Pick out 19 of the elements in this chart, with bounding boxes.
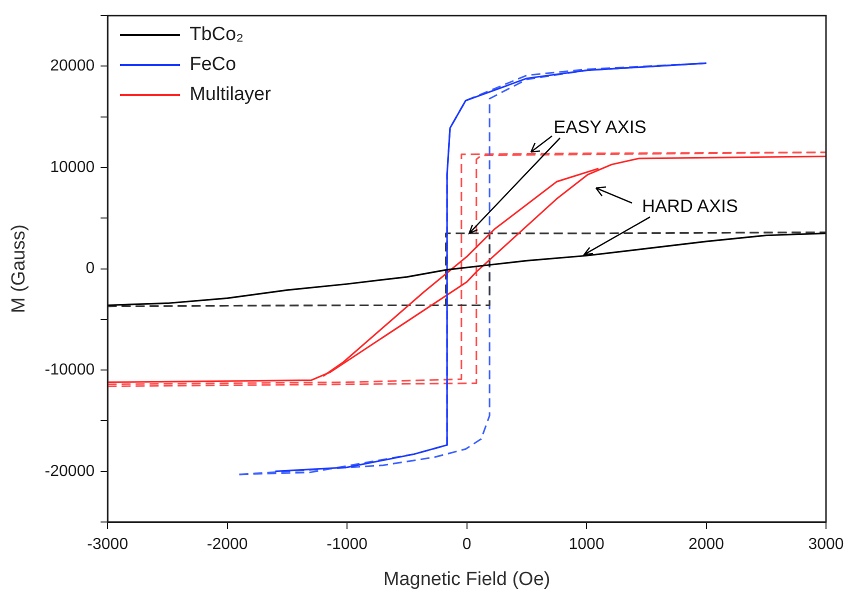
legend-label: Multilayer [190, 84, 271, 106]
y-axis-title: M (Gauss) [8, 224, 30, 314]
y-tick-label: 0 [86, 260, 95, 278]
x-tick-label: -3000 [87, 536, 128, 554]
legend-label: FeCo [190, 54, 236, 76]
x-tick-label: 0 [462, 536, 472, 554]
x-tick-label: -2000 [206, 536, 248, 554]
x-tick-label: 2000 [688, 536, 724, 554]
legend-label: TbCo₂ [190, 24, 244, 46]
y-tick-label: -20000 [44, 462, 95, 480]
y-tick-label: 10000 [50, 158, 95, 176]
x-tick-label: 3000 [808, 536, 844, 554]
y-tick-label: 20000 [50, 58, 95, 75]
y-tick-label: -10000 [44, 361, 95, 378]
x-tick-label: 1000 [568, 536, 604, 554]
x-axis-title: Magnetic Field (Oe) [383, 568, 550, 590]
x-tick-label: -1000 [326, 536, 368, 554]
annotation: EASY AXIS [554, 116, 646, 137]
annotation: HARD AXIS [642, 196, 738, 216]
